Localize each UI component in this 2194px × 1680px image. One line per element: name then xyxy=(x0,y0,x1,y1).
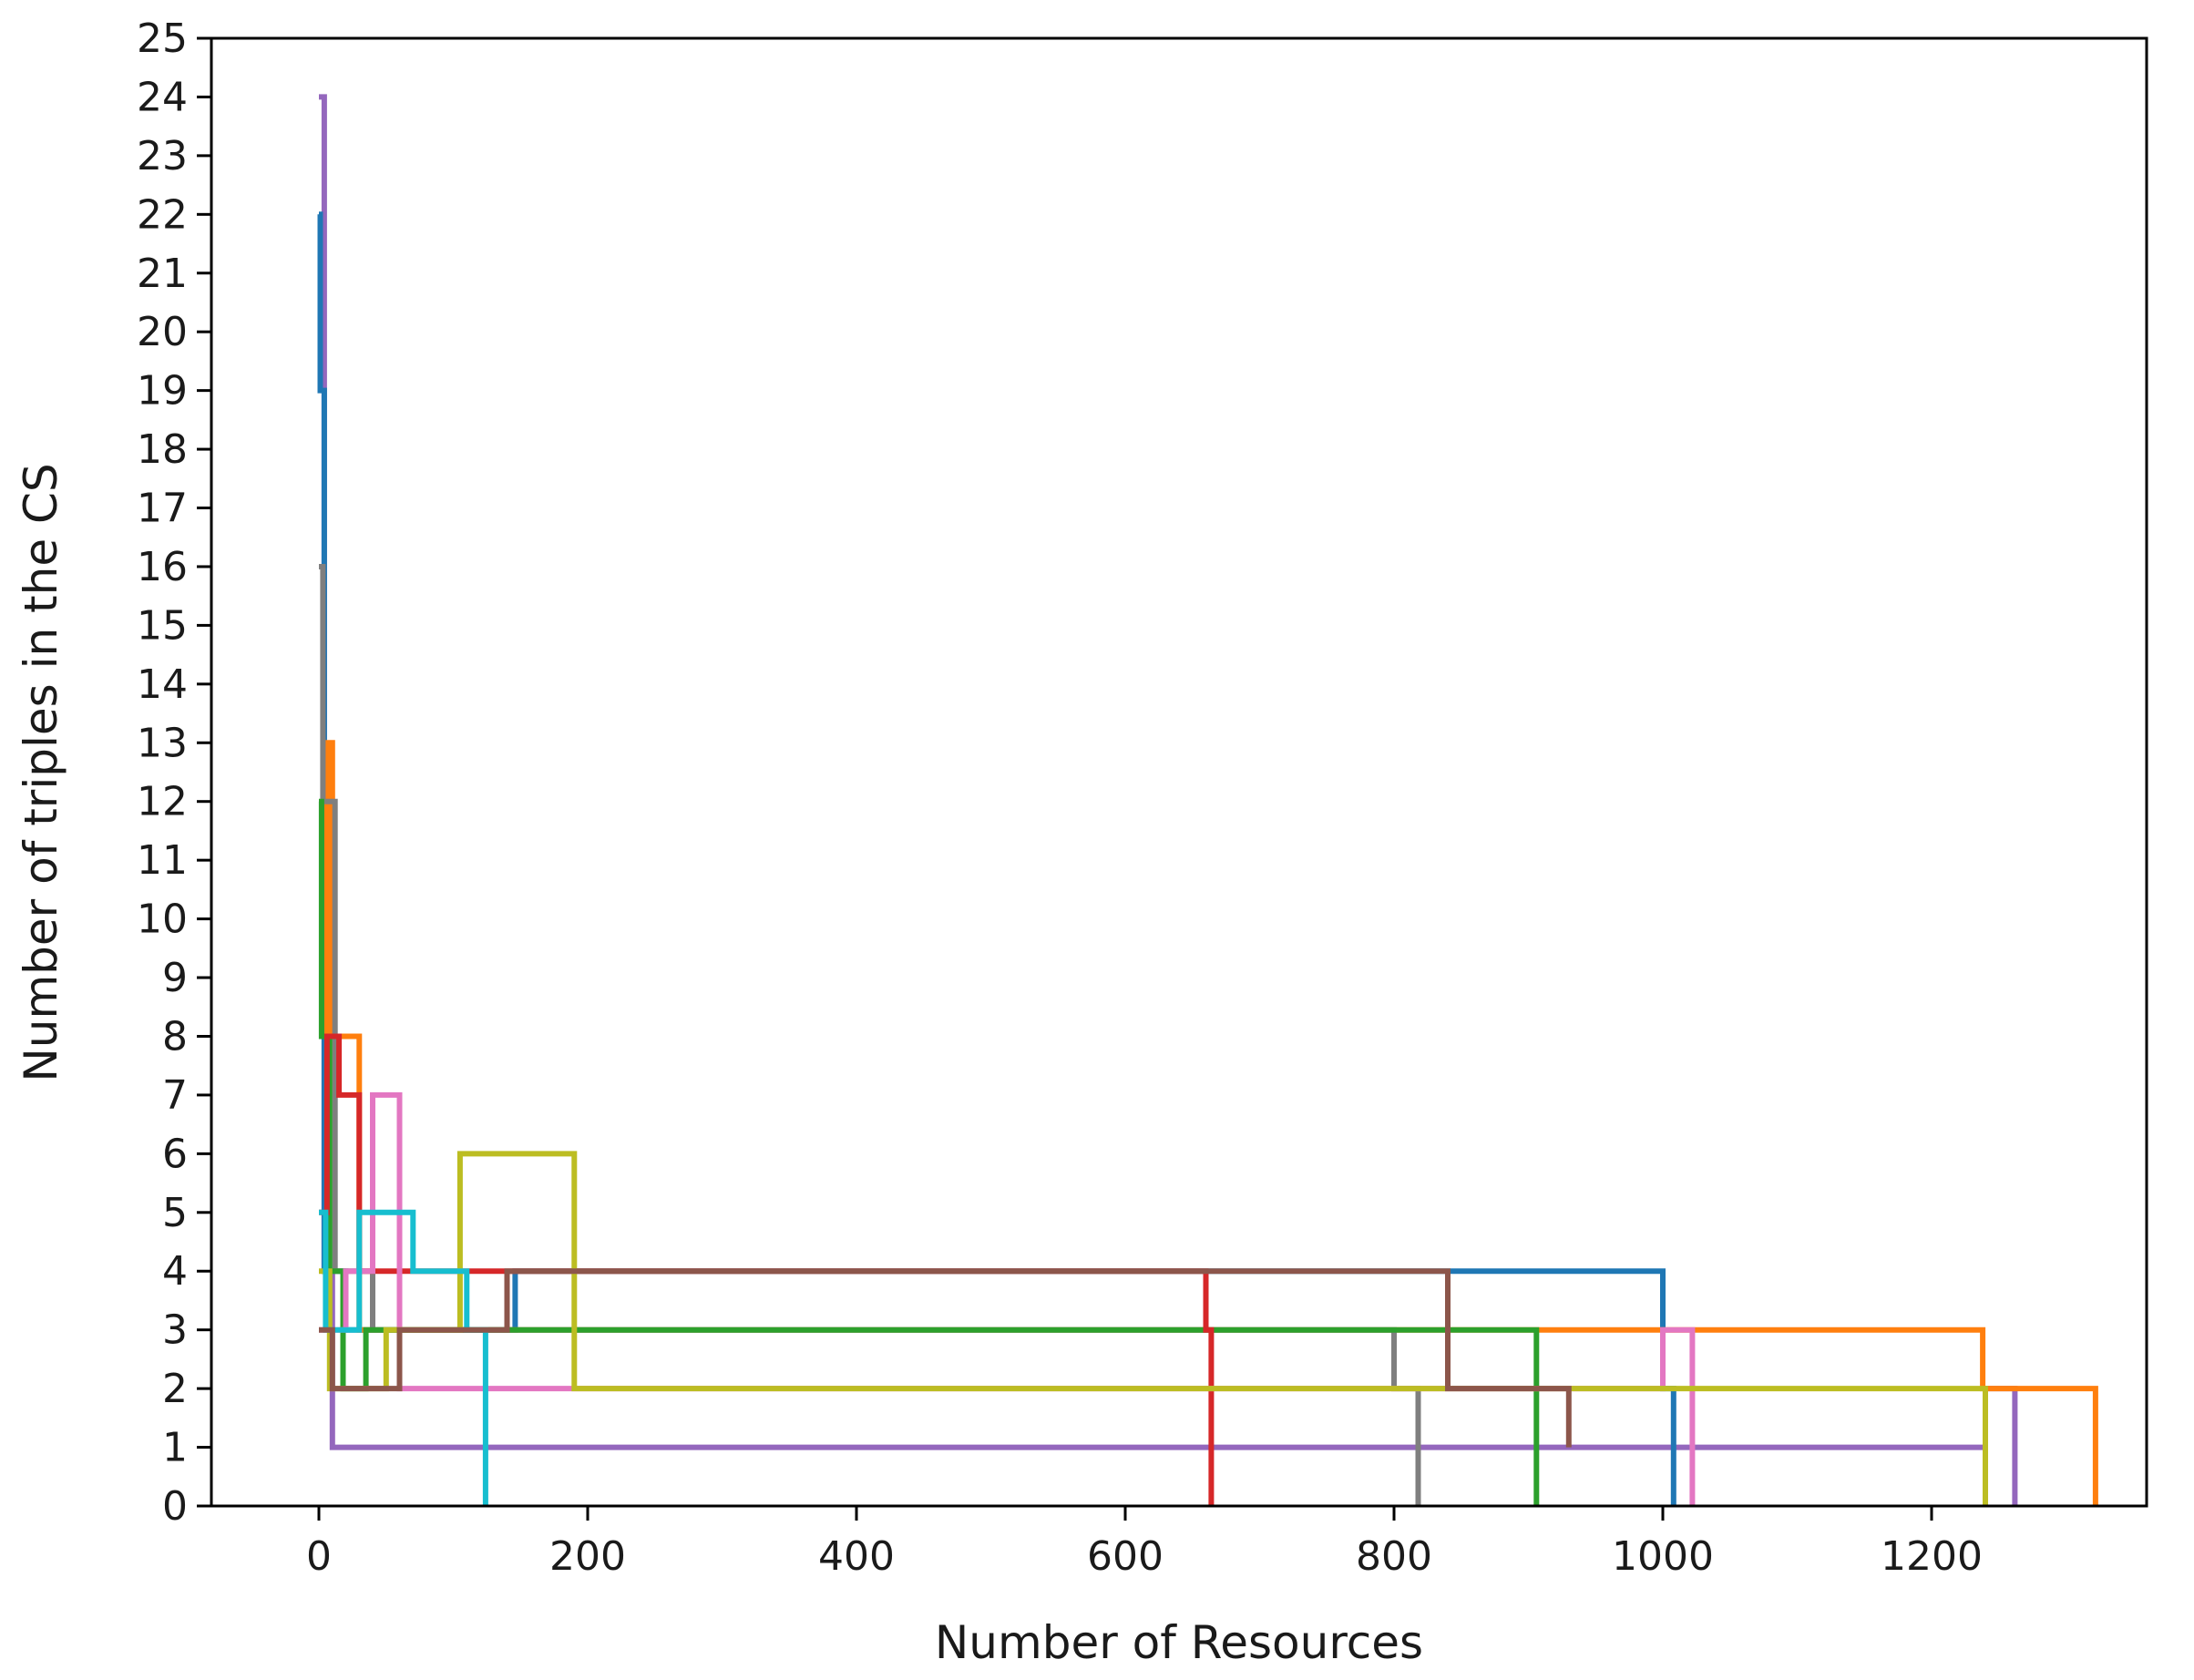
y-tick-label: 24 xyxy=(137,74,188,120)
y-tick-label: 5 xyxy=(162,1190,188,1236)
y-tick-label: 23 xyxy=(137,133,188,179)
y-tick-label: 0 xyxy=(162,1483,188,1530)
plot-layer xyxy=(317,94,2098,1506)
y-tick-label: 9 xyxy=(162,955,188,1001)
y-tick-label: 25 xyxy=(137,15,188,62)
x-tick-label: 600 xyxy=(1087,1533,1164,1580)
x-axis-label: Number of Resources xyxy=(935,1616,1423,1669)
y-tick-label: 7 xyxy=(162,1072,188,1119)
y-tick-label: 13 xyxy=(137,720,188,766)
y-tick-label: 21 xyxy=(137,251,188,297)
y-tick-label: 4 xyxy=(162,1248,188,1295)
y-tick-label: 17 xyxy=(137,486,188,532)
x-axis: 0 200 400 600 800 1000 1200 xyxy=(306,1506,1983,1580)
y-tick-label: 18 xyxy=(137,426,188,473)
y-tick-label: 1 xyxy=(162,1425,188,1471)
y-tick-label: 10 xyxy=(137,896,188,943)
x-tick-label: 0 xyxy=(306,1533,332,1580)
series-line-10 xyxy=(319,1268,1572,1448)
y-tick-label: 11 xyxy=(137,837,188,884)
y-axis: 0123456789101112131415161718192021222324… xyxy=(137,15,211,1530)
x-tick-label: 800 xyxy=(1356,1533,1432,1580)
series-line-7 xyxy=(319,1091,1696,1506)
y-tick-label: 20 xyxy=(137,309,188,355)
y-tick-label: 19 xyxy=(137,368,188,415)
series-line-2 xyxy=(317,211,1676,1506)
y-tick-label: 22 xyxy=(137,191,188,238)
y-axis-label: Number of triples in the CS xyxy=(15,463,67,1081)
x-tick-label: 400 xyxy=(818,1533,895,1580)
y-tick-label: 3 xyxy=(162,1307,188,1354)
x-tick-label: 1200 xyxy=(1881,1533,1983,1580)
y-tick-label: 12 xyxy=(137,779,188,825)
series-line-6 xyxy=(319,1033,1215,1506)
x-tick-label: 1000 xyxy=(1612,1533,1714,1580)
x-tick-label: 200 xyxy=(549,1533,626,1580)
y-tick-label: 8 xyxy=(162,1013,188,1060)
y-tick-label: 16 xyxy=(137,544,188,590)
y-tick-label: 15 xyxy=(137,602,188,649)
y-tick-label: 2 xyxy=(162,1366,188,1412)
y-tick-label: 14 xyxy=(137,661,188,708)
y-tick-label: 6 xyxy=(162,1131,188,1177)
series-line-3 xyxy=(319,740,2098,1506)
plot-frame xyxy=(210,36,2148,1508)
